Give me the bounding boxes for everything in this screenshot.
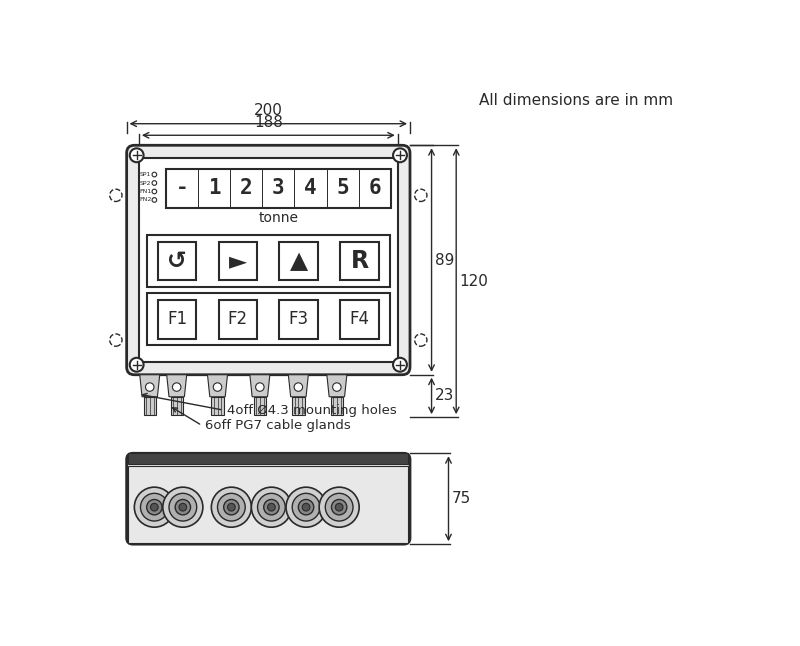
Text: F1: F1 (167, 310, 187, 328)
Circle shape (331, 499, 347, 515)
Circle shape (319, 487, 359, 527)
Circle shape (256, 383, 264, 391)
Circle shape (150, 503, 158, 511)
Text: R: R (350, 249, 369, 273)
Text: SP1: SP1 (140, 172, 151, 177)
Circle shape (251, 487, 291, 527)
Text: 75: 75 (451, 491, 471, 506)
Text: FN1: FN1 (139, 189, 151, 194)
Bar (158, 300, 196, 339)
Circle shape (414, 189, 427, 202)
Circle shape (218, 494, 246, 521)
Bar (340, 300, 379, 339)
Circle shape (130, 149, 143, 162)
Circle shape (141, 494, 168, 521)
Circle shape (152, 181, 157, 185)
Bar (146, 234, 390, 287)
Text: 5: 5 (336, 178, 349, 198)
Text: ►: ► (229, 249, 247, 273)
Text: 23: 23 (434, 388, 454, 403)
Circle shape (179, 503, 186, 511)
Text: ▲: ▲ (290, 249, 308, 273)
Circle shape (175, 499, 190, 515)
Circle shape (286, 487, 326, 527)
Bar (330, 397, 343, 415)
Circle shape (110, 334, 122, 346)
FancyBboxPatch shape (126, 145, 410, 375)
Circle shape (298, 499, 314, 515)
Bar (128, 466, 409, 543)
Circle shape (393, 149, 407, 162)
Polygon shape (250, 375, 270, 397)
Polygon shape (140, 375, 160, 397)
Circle shape (414, 334, 427, 346)
Circle shape (163, 487, 203, 527)
Polygon shape (327, 375, 347, 397)
Circle shape (333, 383, 341, 391)
Circle shape (393, 358, 407, 371)
Text: F2: F2 (228, 310, 248, 328)
Bar (146, 293, 390, 346)
Text: -: - (176, 178, 188, 198)
Circle shape (173, 383, 181, 391)
FancyBboxPatch shape (126, 453, 410, 544)
Text: 89: 89 (434, 253, 454, 267)
Bar (254, 397, 266, 415)
Bar (143, 397, 156, 415)
Circle shape (152, 172, 157, 177)
Text: 188: 188 (254, 115, 282, 130)
Bar (279, 242, 318, 280)
Polygon shape (166, 375, 186, 397)
Text: F3: F3 (289, 310, 309, 328)
Polygon shape (288, 375, 308, 397)
Circle shape (326, 494, 353, 521)
Text: 6off PG7 cable glands: 6off PG7 cable glands (205, 419, 351, 432)
Circle shape (258, 494, 286, 521)
Bar (218, 300, 257, 339)
Circle shape (134, 487, 174, 527)
Bar (128, 453, 409, 464)
Circle shape (130, 358, 143, 371)
Text: tonne: tonne (258, 211, 298, 225)
Circle shape (267, 503, 275, 511)
Text: All dimensions are in mm: All dimensions are in mm (479, 93, 674, 108)
Bar (218, 242, 257, 280)
Text: 120: 120 (459, 274, 488, 289)
Text: SP2: SP2 (140, 180, 151, 185)
Circle shape (214, 383, 222, 391)
Text: 4: 4 (304, 178, 317, 198)
Text: ↺: ↺ (167, 249, 187, 273)
Bar (340, 242, 379, 280)
Text: 200: 200 (254, 103, 282, 118)
Bar (292, 397, 305, 415)
Circle shape (152, 189, 157, 194)
Circle shape (227, 503, 235, 511)
Circle shape (146, 499, 162, 515)
Bar (279, 300, 318, 339)
Text: 6: 6 (368, 178, 381, 198)
Bar (211, 397, 224, 415)
Circle shape (292, 494, 320, 521)
Bar (166, 169, 390, 207)
Circle shape (224, 499, 239, 515)
Circle shape (146, 383, 154, 391)
Text: 1: 1 (208, 178, 221, 198)
Text: 3: 3 (272, 178, 285, 198)
Polygon shape (207, 375, 227, 397)
Bar (139, 158, 398, 362)
Circle shape (169, 494, 197, 521)
Bar (158, 242, 196, 280)
Circle shape (294, 383, 302, 391)
Circle shape (335, 503, 343, 511)
Circle shape (302, 503, 310, 511)
Text: FN2: FN2 (139, 198, 151, 202)
Bar (170, 397, 183, 415)
Circle shape (110, 189, 122, 202)
Circle shape (211, 487, 251, 527)
Text: 2: 2 (240, 178, 253, 198)
Text: F4: F4 (350, 310, 370, 328)
Circle shape (152, 198, 157, 202)
Text: 4off Ø4.3 mounting holes: 4off Ø4.3 mounting holes (226, 404, 397, 417)
Circle shape (264, 499, 279, 515)
